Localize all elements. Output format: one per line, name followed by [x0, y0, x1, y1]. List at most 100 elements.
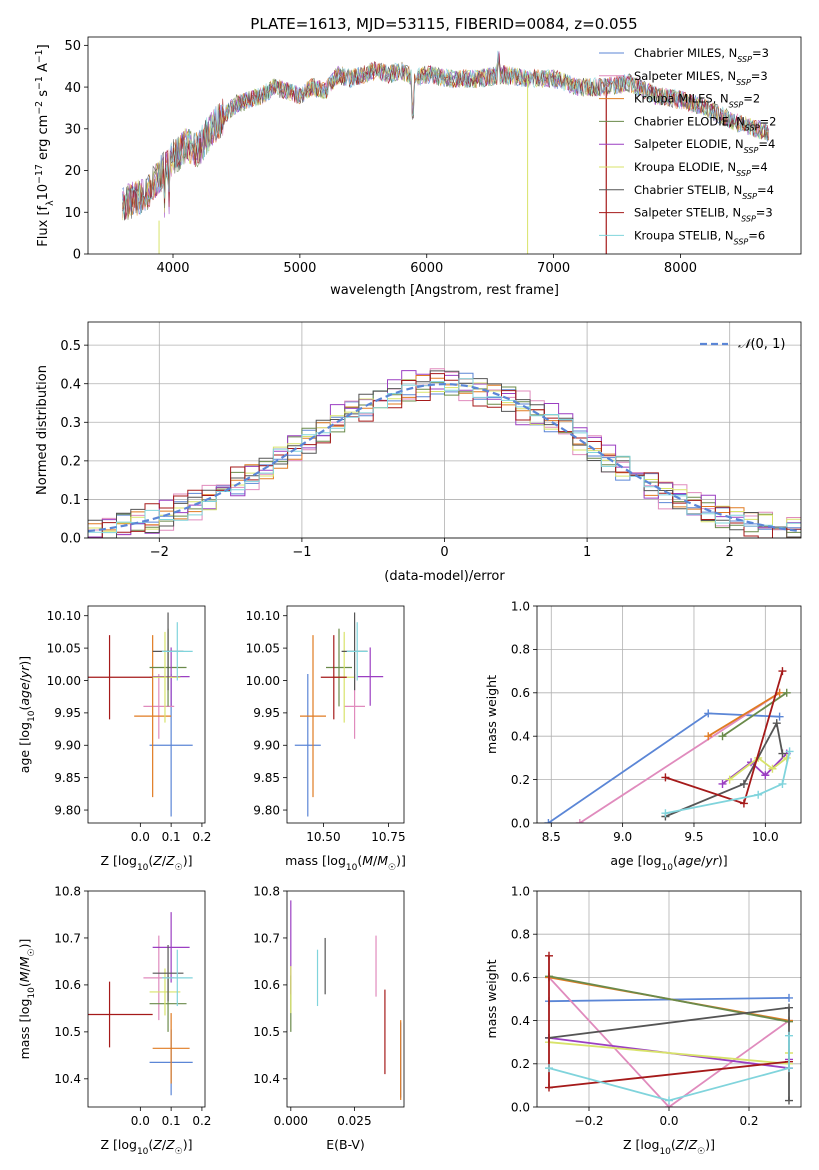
x-tick-label: 0.1 [162, 1114, 181, 1128]
weight-point-marker [545, 1064, 553, 1073]
x-tick-label: 9.5 [684, 830, 703, 844]
plot-area [88, 912, 193, 1096]
mass-vs-ebv-panel: 0.000 0.025 10.4 10.5 10.6 10.7 10.8 E(B-V) [253, 884, 405, 1152]
x-tick-label: 10.75 [371, 830, 405, 844]
y-tick-label: 10 [64, 206, 81, 221]
legend-entry: Salpeter MILES, NSSP=3 [634, 69, 768, 87]
age-vs-mass-panel: 10.50 10.75 9.80 9.85 9.90 9.95 10.00 10.05 10.1… [246, 605, 406, 873]
y-tick-label: 10.10 [47, 609, 81, 623]
y-tick-label: 9.85 [54, 771, 81, 785]
weight-point-marker [785, 747, 794, 756]
axes-frame [286, 890, 405, 1108]
legend-entry: Kroupa ELODIE, NSSP=4 [634, 160, 768, 178]
axes-frame [87, 890, 206, 1108]
mass-vs-z-panel: 0.0 0.1 0.2 10.4 10.5 10.6 10.7 10.8 Z [log10(Z/… [17, 884, 211, 1157]
normal-curve [88, 382, 801, 533]
weight-series-line [721, 692, 788, 737]
x-tick-label: 2 [726, 545, 734, 560]
y-tick-label: 10.05 [246, 641, 280, 655]
y-tick-label: 10.8 [253, 884, 280, 898]
x-tick-label: −2 [150, 545, 169, 560]
y-tick-label: 0.2 [60, 455, 81, 470]
weight-point-marker [704, 732, 713, 741]
histogram-series [88, 378, 801, 534]
y-tick-label: 10.7 [54, 931, 81, 945]
weight-point-marker [782, 688, 791, 697]
y-axis-label: mass weight [484, 675, 499, 754]
y-tick-label: 40 [64, 81, 81, 96]
spectrum-series-line [122, 50, 769, 215]
weight-point-marker [544, 819, 553, 823]
x-tick-label: 9.0 [613, 830, 632, 844]
x-tick-label: 10.50 [306, 830, 340, 844]
y-tick-label: 9.90 [253, 739, 280, 753]
x-tick-label: 1 [583, 545, 591, 560]
y-tick-label: 10.10 [246, 609, 280, 623]
histogram-series [88, 373, 801, 538]
legend-entry: 𝒩(0, 1) [738, 337, 785, 352]
weight-point-marker [754, 790, 763, 799]
x-tick-label: 0.1 [162, 830, 181, 844]
y-axis-label: Flux [fλ10−17 erg cm−2 s−1 A−1] [34, 44, 56, 246]
x-tick-label: 4000 [156, 261, 189, 276]
y-tick-label: 10.8 [54, 884, 81, 898]
weight-series-line [665, 720, 784, 818]
y-tick-label: 0.0 [60, 532, 81, 547]
y-tick-label: 10.4 [54, 1072, 81, 1086]
y-tick-label: 0.8 [511, 643, 530, 657]
y-tick-label: 10.4 [253, 1072, 280, 1086]
y-tick-label: 10.7 [253, 931, 280, 945]
plot-area [294, 612, 384, 817]
y-tick-label: 9.85 [253, 771, 280, 785]
y-tick-label: 0.4 [60, 377, 81, 392]
x-tick-label: 0.0 [131, 1114, 150, 1128]
weight-point-marker [661, 809, 670, 818]
weight-point-marker [718, 779, 727, 788]
y-tick-label: 0.6 [511, 686, 530, 700]
plot-area [88, 612, 193, 817]
mass-weight-vs-age-panel: 8.5 9.0 9.5 10.0 0.0 0.2 0.4 0.6 0.8 1.0 age [log1… [484, 599, 802, 873]
legend-entry: Kroupa MILES, NSSP=2 [634, 92, 760, 110]
y-axis-label: mass weight [484, 959, 499, 1038]
y-tick-label: 0.4 [511, 730, 530, 744]
weight-point-marker [775, 712, 784, 721]
y-tick-label: 1.0 [511, 599, 530, 613]
weight-point-marker [545, 951, 553, 960]
x-tick-label: 0.000 [274, 1114, 308, 1128]
weight-point-marker [665, 1096, 673, 1105]
x-tick-label: 0.2 [192, 1114, 211, 1128]
y-tick-label: 0.0 [511, 816, 530, 830]
weight-point-marker [704, 709, 713, 718]
x-tick-label: 6000 [410, 261, 443, 276]
y-tick-label: 0.4 [511, 1014, 530, 1028]
y-axis-label: Normed distribution [35, 365, 50, 495]
y-tick-label: 9.80 [253, 803, 280, 817]
y-tick-label: 0.2 [511, 773, 530, 787]
y-tick-label: 10.6 [253, 978, 280, 992]
weight-series-line [665, 751, 791, 815]
y-tick-label: 20 [64, 164, 81, 179]
legend-entry: Kroupa STELIB, NSSP=6 [634, 228, 765, 246]
weight-point-marker [725, 775, 734, 784]
axes-frame [87, 36, 802, 255]
weight-point-marker [785, 1003, 793, 1012]
axes-frame [87, 321, 802, 539]
axes-frame [536, 890, 802, 1108]
spectrum-panel: 4000 5000 6000 7000 8000 0 10 20 30 40 50 Chabrier … [34, 36, 802, 298]
weight-point-marker [785, 993, 793, 1002]
x-tick-label: 0 [440, 545, 448, 560]
x-tick-label: 0.2 [192, 830, 211, 844]
x-tick-label: 7000 [537, 261, 570, 276]
x-axis-label: Z [log10(Z/Z☉)] [100, 1137, 192, 1157]
y-tick-label: 0.8 [511, 928, 530, 942]
weight-point-marker [778, 667, 787, 676]
legend-entry: Salpeter STELIB, NSSP=3 [634, 206, 773, 224]
x-tick-label: 0.0 [659, 1114, 678, 1128]
x-axis-label: E(B-V) [326, 1137, 365, 1152]
y-tick-label: 9.95 [54, 706, 81, 720]
weight-series-line [548, 976, 790, 1107]
weight-point-marker [785, 1031, 793, 1040]
y-tick-label: 10.00 [47, 674, 81, 688]
y-tick-label: 9.90 [54, 739, 81, 753]
